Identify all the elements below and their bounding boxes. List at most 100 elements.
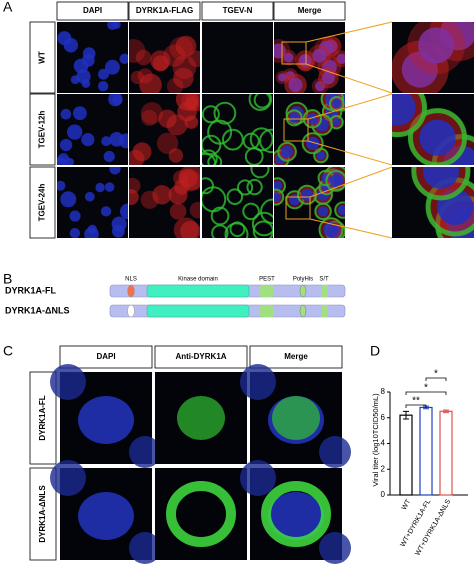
nucleus: [119, 53, 128, 65]
bar: [439, 410, 453, 496]
viral-signal: [251, 211, 273, 237]
nucleus: [72, 106, 87, 121]
panel-label: A: [3, 0, 13, 15]
viral-signal: [250, 167, 270, 179]
column-label: TGEV-N: [223, 6, 253, 15]
significance-bracket: [425, 377, 447, 381]
cytoplasm-signal: [132, 142, 152, 162]
nucleus: [317, 206, 329, 217]
viral-signal: [325, 170, 345, 192]
viral-signal: [259, 128, 273, 154]
viral-signal: [221, 128, 244, 151]
y-tick-label: 8: [381, 387, 386, 396]
nucleus: [278, 73, 287, 82]
cytoplasm-signal: [173, 179, 190, 195]
nucleus: [268, 492, 324, 540]
nucleus: [289, 112, 300, 123]
nucleus: [97, 81, 109, 92]
bar: [399, 414, 413, 496]
x-tick-label: WT+DYRK1A-ΔNLS: [414, 498, 452, 557]
zoom-box: [285, 196, 311, 220]
column-label-box: [273, 1, 346, 21]
nucleus: [108, 94, 123, 107]
nucleus: [274, 43, 286, 59]
nucleus: [76, 69, 91, 84]
cytoplasm-signal: [152, 185, 172, 205]
cytoplasm-signal: [169, 36, 193, 61]
nucleus: [69, 210, 81, 222]
viral-signal: [229, 221, 246, 238]
viral-signal: [301, 132, 324, 155]
nucleus: [103, 150, 115, 163]
nucleus: [306, 113, 319, 125]
dyrk1a-nuclear: [272, 396, 320, 440]
nls-domain: [127, 284, 135, 298]
nucleus: [78, 492, 134, 540]
nucleus: [323, 222, 339, 238]
nucleus: [118, 133, 128, 149]
nucleus: [105, 59, 120, 75]
column-label-box: [249, 345, 343, 369]
viral-signal: [236, 179, 254, 196]
nucleus: [109, 167, 121, 175]
nucleus: [312, 48, 327, 63]
row-label-box: [29, 21, 56, 94]
cytoplasm-signal: [156, 132, 179, 154]
cytoplasm-signal: [139, 73, 162, 93]
nucleus: [305, 136, 320, 150]
nucleus: [84, 191, 95, 202]
column-label: DYRK1A-FLAG: [136, 6, 193, 15]
nucleus: [57, 180, 66, 191]
neighbor-nucleus: [240, 460, 276, 496]
viral-signal: [334, 201, 345, 219]
nucleus: [281, 145, 293, 158]
nucleus: [60, 191, 77, 208]
nucleus: [66, 124, 83, 140]
viral-signal: [202, 152, 217, 165]
nucleus: [336, 53, 345, 65]
neighbor-nucleus: [129, 532, 161, 564]
nucleus: [274, 180, 283, 191]
micrograph: [202, 22, 273, 93]
neighbor-nucleus: [240, 364, 276, 400]
dyrk1a-cytoplasm: [166, 481, 236, 547]
nucleus: [87, 224, 97, 234]
construct-label: DYRK1A-FL: [5, 285, 57, 295]
error-bar: [443, 409, 449, 414]
significance-label: *: [434, 369, 438, 380]
nucleus: [97, 68, 109, 80]
nucleus: [316, 151, 326, 161]
cytoplasm-signal: [158, 109, 177, 128]
pest-domain: [260, 305, 274, 317]
viral-signal: [277, 141, 297, 162]
zoom-line: [309, 218, 393, 239]
domain-label: NLS: [125, 277, 137, 283]
neighbor-nucleus: [129, 436, 161, 468]
nucleus: [422, 167, 459, 189]
nucleus: [59, 138, 73, 152]
viral-signal: [249, 127, 273, 152]
row-label: TGEV-12h: [38, 110, 47, 148]
nucleus: [301, 188, 314, 201]
column-label-box: [201, 1, 274, 21]
nucleus: [419, 119, 456, 156]
nucleus: [57, 157, 67, 165]
cytoplasm-signal: [140, 102, 163, 125]
neighbor-nucleus: [50, 460, 86, 496]
row-label-box: [29, 93, 56, 166]
significance-bracket: [405, 391, 447, 395]
cells: [392, 22, 474, 93]
viral-signal: [411, 167, 471, 201]
significance-bracket: [405, 404, 427, 408]
nucleus: [119, 203, 128, 220]
cells: [57, 167, 128, 238]
cytoplasm-signal: [188, 50, 200, 68]
row-label: DYRK1A-FL: [38, 395, 47, 440]
cytoplasm-signal: [135, 49, 152, 66]
column-label-box: [59, 345, 153, 369]
nucleus: [332, 99, 342, 109]
row-label-box: [29, 166, 56, 239]
error-bar: [403, 410, 409, 420]
